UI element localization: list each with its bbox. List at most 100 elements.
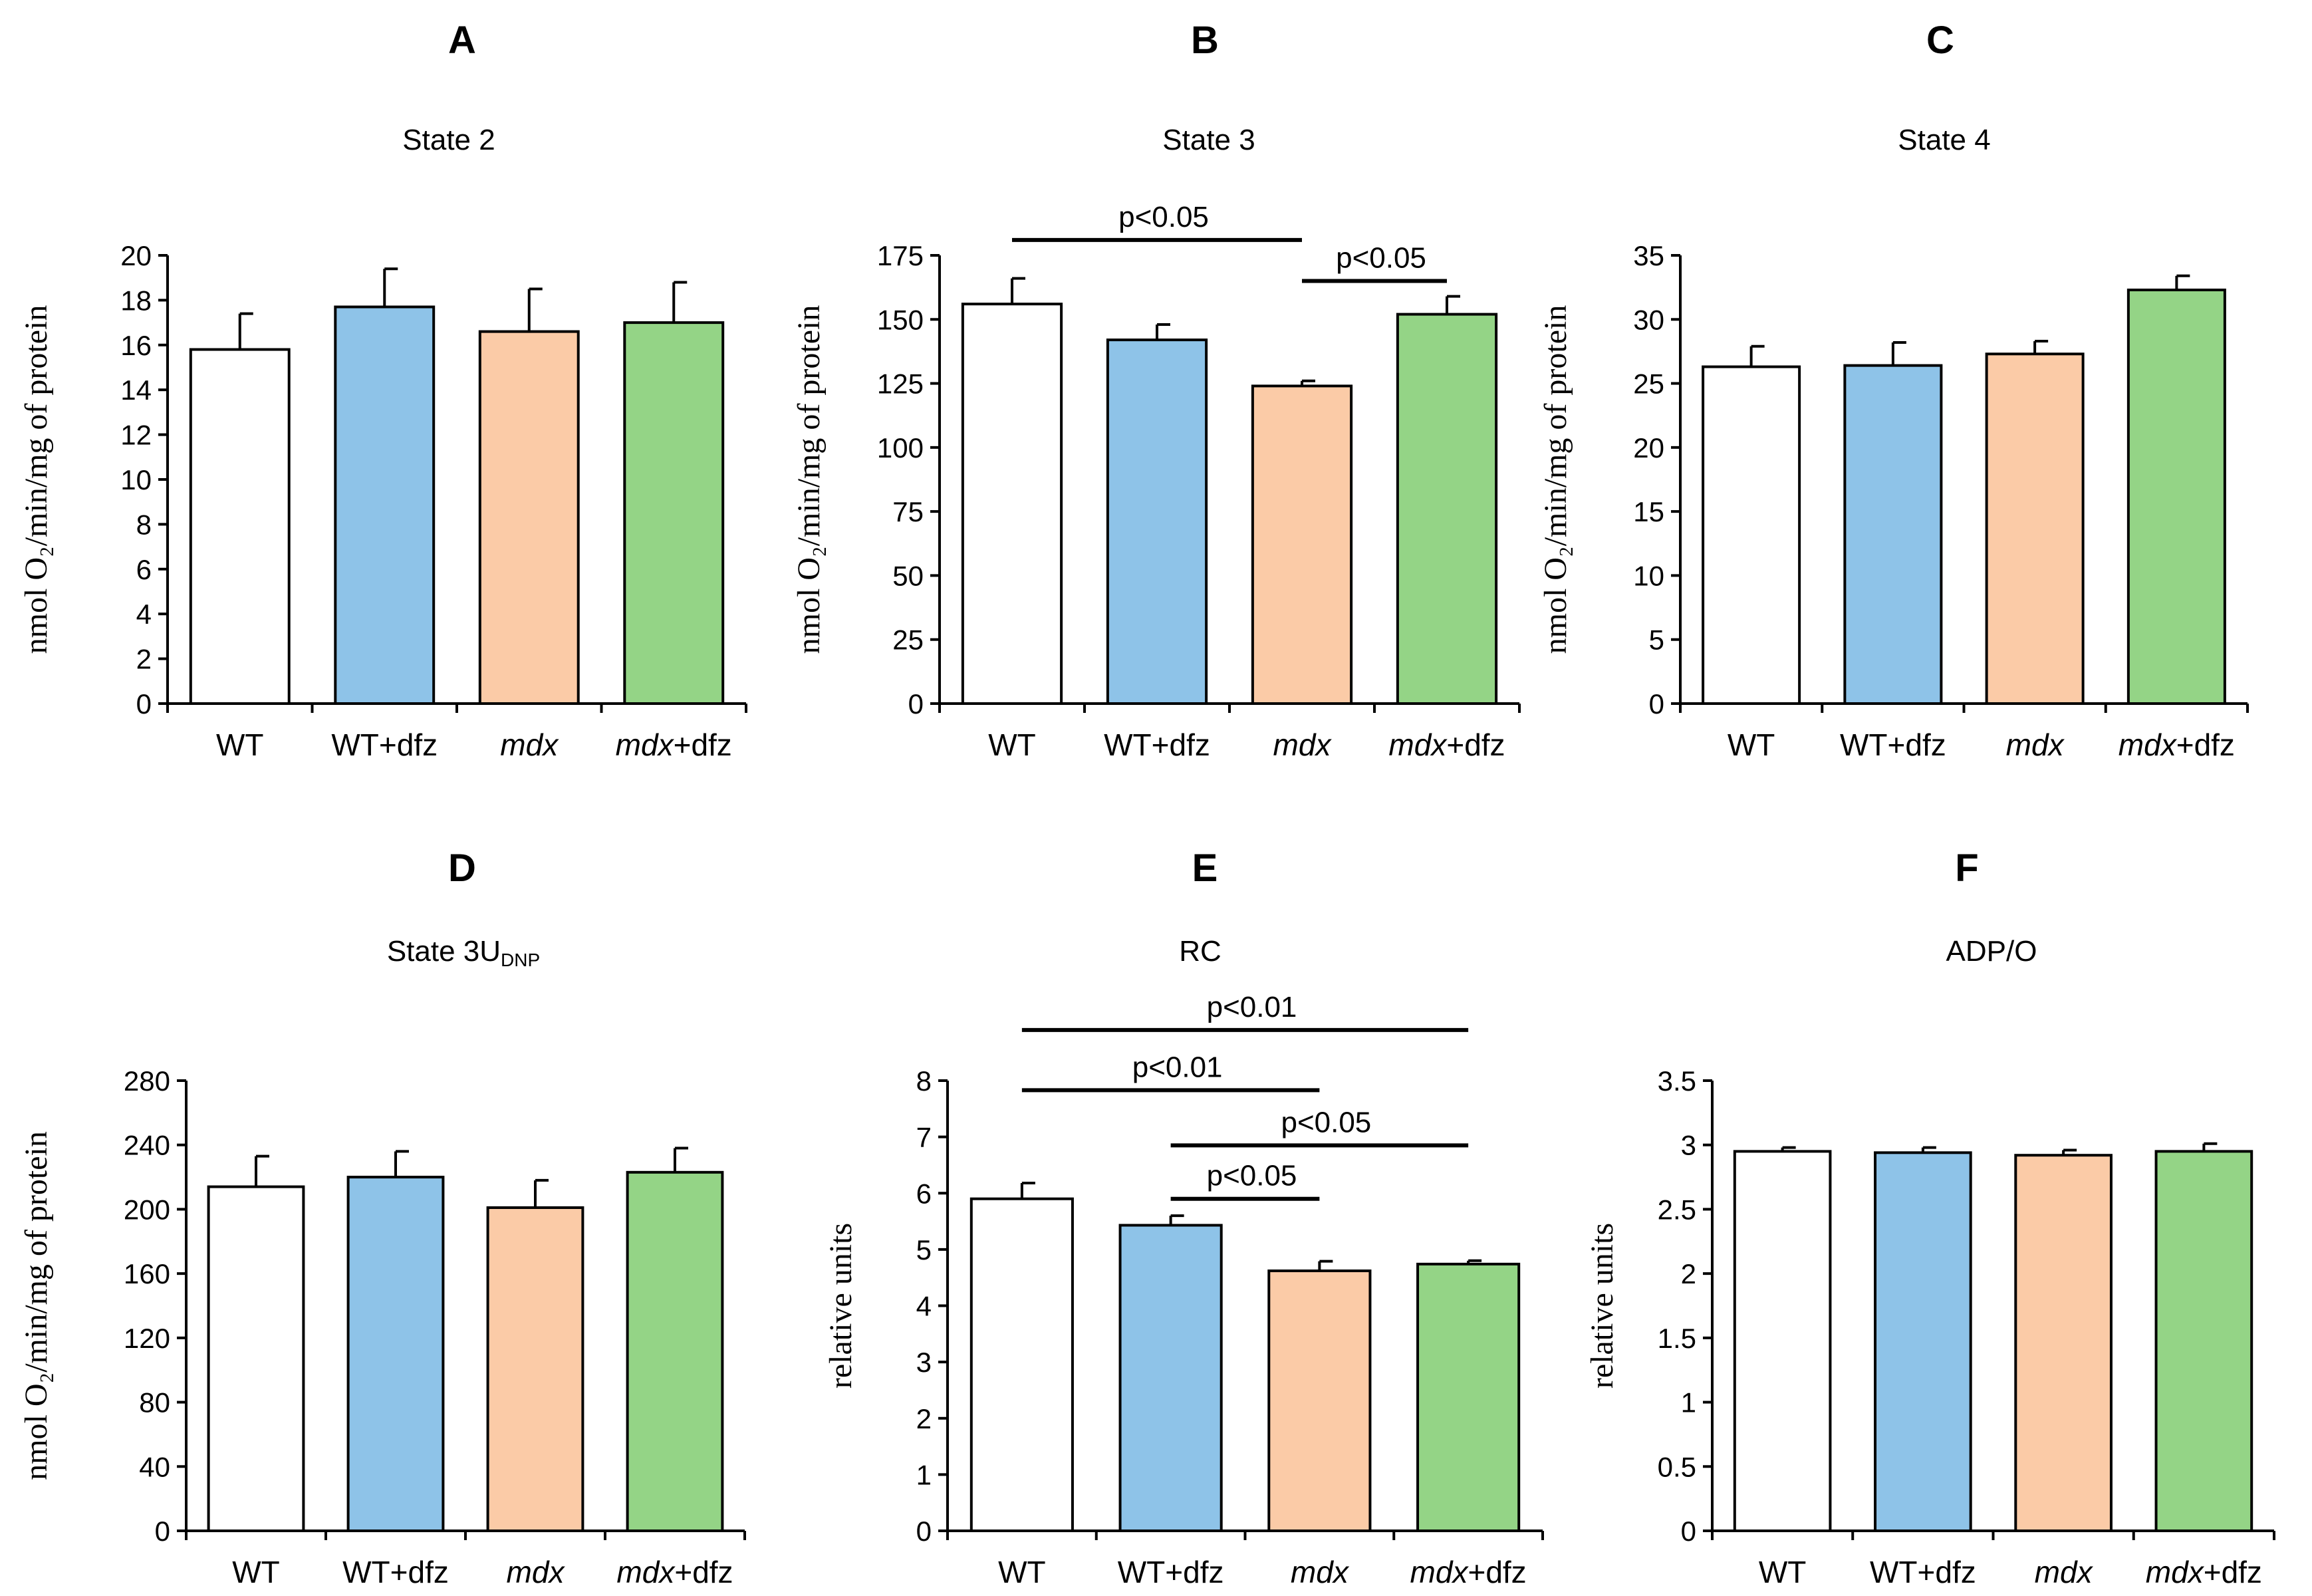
- y-tick-label: 35: [1633, 240, 1664, 271]
- x-tick-label: WT+dfz: [1104, 728, 1210, 762]
- bar: [207, 1185, 305, 1533]
- y-tick-label: 50: [892, 560, 924, 591]
- x-tick-label: mdx+dfz: [2146, 1555, 2262, 1589]
- x-tick-label: mdx+dfz: [1410, 1555, 1527, 1589]
- significance-label: p<0.05: [1281, 1106, 1371, 1138]
- bar: [1843, 364, 1943, 706]
- y-tick-label: 4: [136, 598, 152, 630]
- y-tick-label: 2.5: [1658, 1194, 1696, 1225]
- y-tick-label: 25: [1633, 368, 1664, 400]
- y-tick-label: 5: [1649, 624, 1664, 656]
- y-tick-label: 10: [1633, 560, 1664, 591]
- significance-label: p<0.05: [1336, 242, 1426, 275]
- y-tick-label: 0: [1649, 688, 1664, 720]
- y-tick-label: 3: [916, 1347, 932, 1378]
- y-tick-label: 1: [916, 1459, 932, 1490]
- y-tick-label: 200: [124, 1194, 170, 1225]
- y-tick-label: 2: [1681, 1258, 1696, 1289]
- y-tick-label: 2: [916, 1403, 932, 1434]
- y-tick-label: 0: [155, 1516, 170, 1547]
- y-tick-label: 160: [124, 1258, 170, 1289]
- significance-label: p<0.05: [1207, 1160, 1297, 1192]
- y-tick-label: 8: [916, 1065, 932, 1097]
- x-tick-label: WT: [988, 728, 1036, 762]
- bar: [1267, 1269, 1372, 1532]
- y-tick-label: 6: [916, 1178, 932, 1209]
- y-tick-label: 25: [892, 624, 924, 656]
- x-tick-label: WT: [1728, 728, 1775, 762]
- chart-panel-d: D State 3UDNP nmol O₂/min/mg of protein 0 40…: [19, 847, 746, 1589]
- y-tick-label: 240: [124, 1130, 170, 1161]
- chart-title: ADP/O: [1946, 935, 2037, 968]
- bar: [2014, 1154, 2113, 1532]
- chart-title: State 4: [1898, 124, 1990, 156]
- x-tick-label: mdx: [1273, 728, 1333, 762]
- x-tick-label: WT+dfz: [1840, 728, 1946, 762]
- x-tick-label: WT: [216, 728, 264, 762]
- y-tick-label: 16: [120, 330, 152, 361]
- bar: [626, 1170, 724, 1532]
- y-tick-label: 3.5: [1658, 1065, 1696, 1097]
- y-tick-label: 125: [877, 368, 924, 400]
- y-tick-label: 12: [120, 420, 152, 451]
- y-axis-label: relative units: [823, 1223, 858, 1389]
- y-axis-label: relative units: [1585, 1223, 1620, 1389]
- significance-label: p<0.01: [1132, 1051, 1223, 1083]
- x-tick-label: mdx+dfz: [616, 728, 732, 762]
- x-tick-label: WT+dfz: [342, 1555, 449, 1589]
- bar: [2126, 288, 2226, 706]
- y-tick-label: 0: [1681, 1516, 1696, 1547]
- bar: [478, 330, 580, 705]
- x-tick-label: mdx+dfz: [2119, 728, 2235, 762]
- y-tick-label: 2: [136, 644, 152, 675]
- x-tick-label: mdx: [507, 1555, 566, 1589]
- y-tick-label: 75: [892, 496, 924, 527]
- y-axis-label: nmol O₂/min/mg of protein: [19, 1131, 54, 1480]
- x-tick-label: mdx+dfz: [1388, 728, 1505, 762]
- chart-panel-c: C State 4 nmol O₂/min/mg of protein 0 5 10 15 2…: [1538, 19, 2249, 762]
- chart-title: State 3: [1162, 124, 1255, 156]
- y-tick-label: 18: [120, 285, 152, 316]
- y-tick-label: 7: [916, 1122, 932, 1153]
- y-tick-label: 1.5: [1658, 1323, 1696, 1354]
- y-tick-label: 3: [1681, 1130, 1696, 1161]
- x-tick-label: WT: [232, 1555, 280, 1589]
- bar: [1396, 313, 1498, 705]
- y-axis-label: nmol O₂/min/mg of protein: [1538, 305, 1573, 654]
- bar: [623, 321, 725, 706]
- chart-panel-a: A State 2 nmol O₂/min/mg of protein 0 2 4 6 8 10…: [19, 19, 747, 762]
- bar: [1702, 365, 1801, 706]
- x-tick-label: WT: [998, 1555, 1046, 1589]
- panel-letter: A: [448, 19, 476, 62]
- y-tick-label: 30: [1633, 304, 1664, 335]
- y-tick-label: 280: [124, 1065, 170, 1097]
- y-tick-label: 40: [139, 1451, 170, 1482]
- y-axis-label: nmol O₂/min/mg of protein: [19, 305, 54, 654]
- y-tick-label: 100: [877, 432, 924, 464]
- y-tick-label: 4: [916, 1291, 932, 1322]
- bar: [486, 1206, 584, 1533]
- chart-panel-f: F ADP/O relative units 0 0.5 1 1.5 2 2.5 3 3.5 WT WT…: [1585, 847, 2275, 1589]
- y-tick-label: 0.5: [1658, 1451, 1696, 1482]
- significance-label: p<0.01: [1207, 991, 1297, 1023]
- chart-title: State 2: [402, 124, 495, 156]
- panel-letter: E: [1192, 847, 1218, 890]
- bar: [2154, 1150, 2253, 1532]
- x-tick-label: mdx: [2035, 1555, 2094, 1589]
- y-tick-label: 120: [124, 1323, 170, 1354]
- panel-letter: C: [1926, 19, 1954, 62]
- x-tick-label: mdx: [500, 728, 559, 762]
- panel-letter: B: [1191, 19, 1219, 62]
- y-tick-label: 0: [916, 1516, 932, 1547]
- y-tick-label: 0: [136, 688, 152, 720]
- bar: [1118, 1224, 1223, 1532]
- y-tick-label: 10: [120, 464, 152, 495]
- bar: [1733, 1150, 1832, 1532]
- y-tick-label: 0: [908, 688, 924, 720]
- chart-title: RC: [1179, 935, 1221, 968]
- y-tick-label: 14: [120, 374, 152, 406]
- x-tick-label: mdx+dfz: [616, 1555, 733, 1589]
- y-tick-label: 15: [1633, 496, 1664, 527]
- bar: [969, 1197, 1074, 1533]
- x-tick-label: mdx: [1291, 1555, 1350, 1589]
